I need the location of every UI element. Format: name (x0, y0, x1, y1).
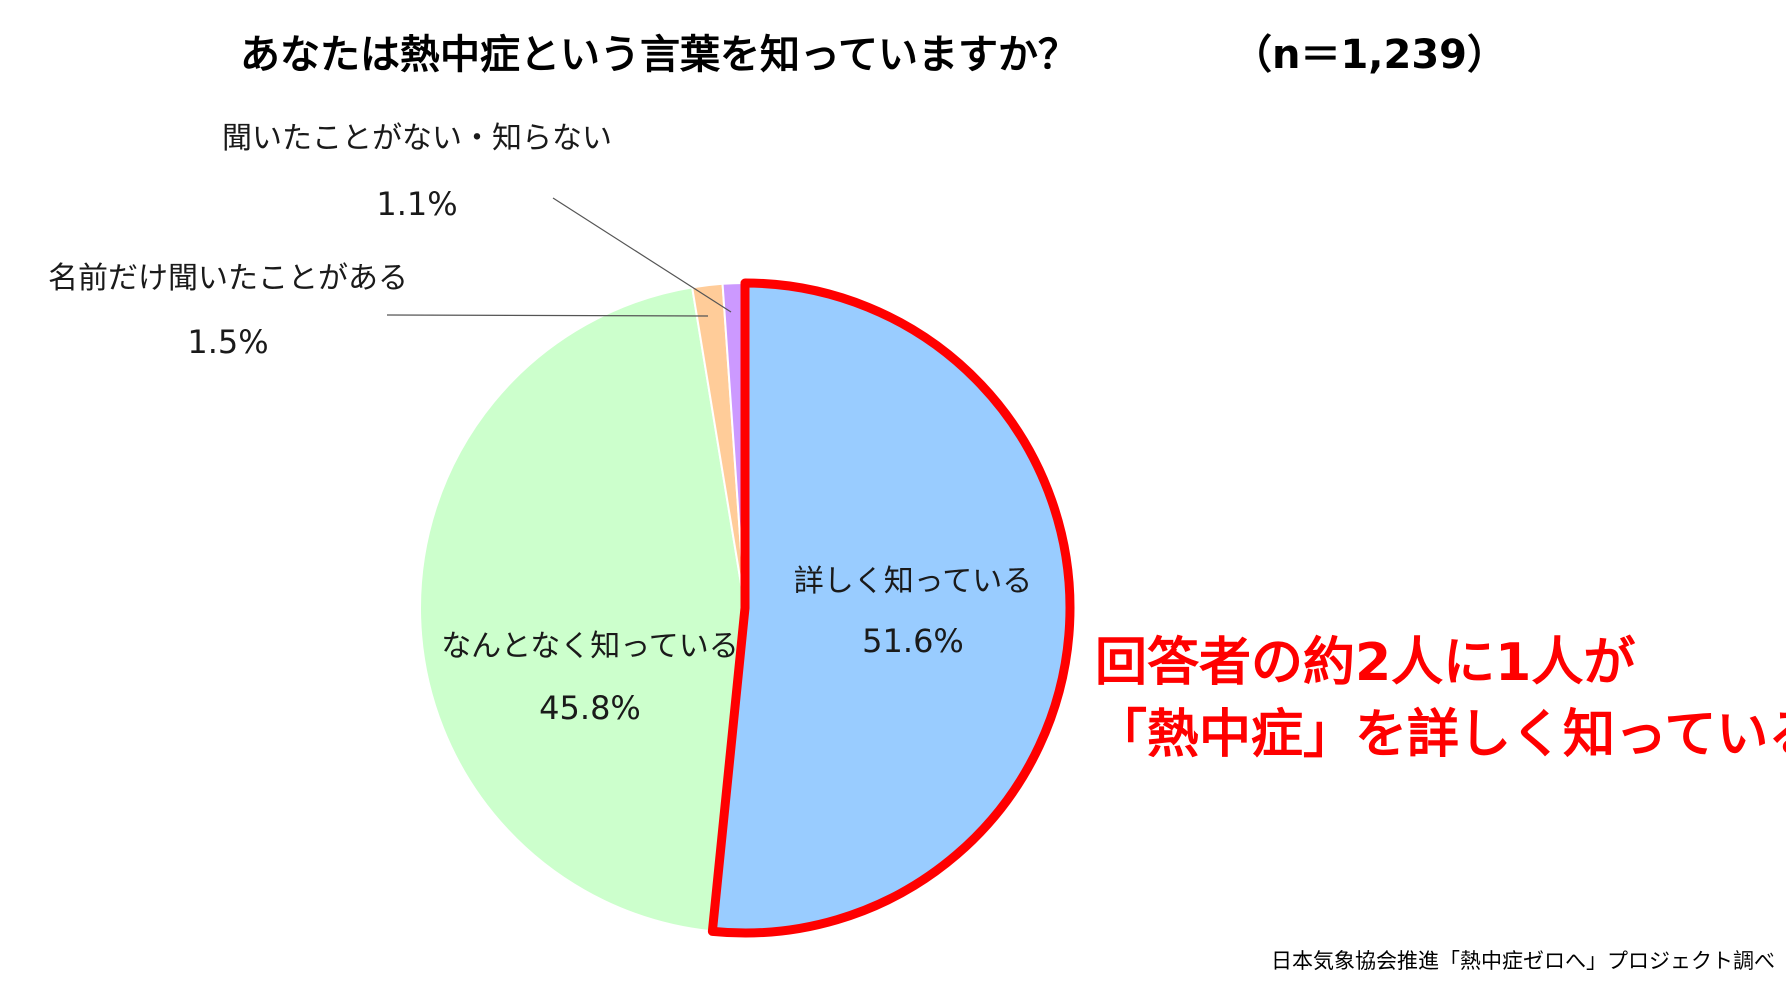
slice-label-2: なんとなく知っている (441, 629, 739, 664)
source-note: 日本気象協会推進「熱中症ゼロへ」プロジェクト調べ (1271, 949, 1775, 973)
slice-labels: 詳しく知っている 51.6% なんとなく知っている 45.8% 名前だけ聞いたことがある… (48, 121, 1032, 727)
highlight-outline (707, 278, 1075, 938)
callout-line-1: 回答者の約2人に1人が (1095, 633, 1635, 693)
slice-label-3: 名前だけ聞いたことがある (48, 261, 408, 296)
callout-line-2: 「熱中症」を詳しく知っている (1095, 705, 1786, 765)
pie-slice-1 (711, 281, 1071, 934)
pie-slice-2 (419, 286, 747, 933)
slice-label-4: 聞いたことがない・知らない (222, 121, 612, 156)
leader-line-3 (386, 314, 709, 317)
pie-slices (419, 281, 1071, 934)
slice-value-1: 51.6% (862, 622, 964, 660)
leader-line-4 (552, 197, 732, 313)
slice-value-2: 45.8% (539, 689, 641, 727)
chart-title: あなたは熱中症という言葉を知っていますか？ (240, 32, 1078, 78)
sample-size: （n＝1,239） (1232, 32, 1507, 78)
slice-value-4: 1.1% (376, 185, 457, 223)
leader-lines (386, 197, 732, 317)
highlight-outline-group (707, 278, 1075, 938)
slice-value-3: 1.5% (187, 323, 268, 361)
slice-label-1: 詳しく知っている (794, 564, 1033, 599)
